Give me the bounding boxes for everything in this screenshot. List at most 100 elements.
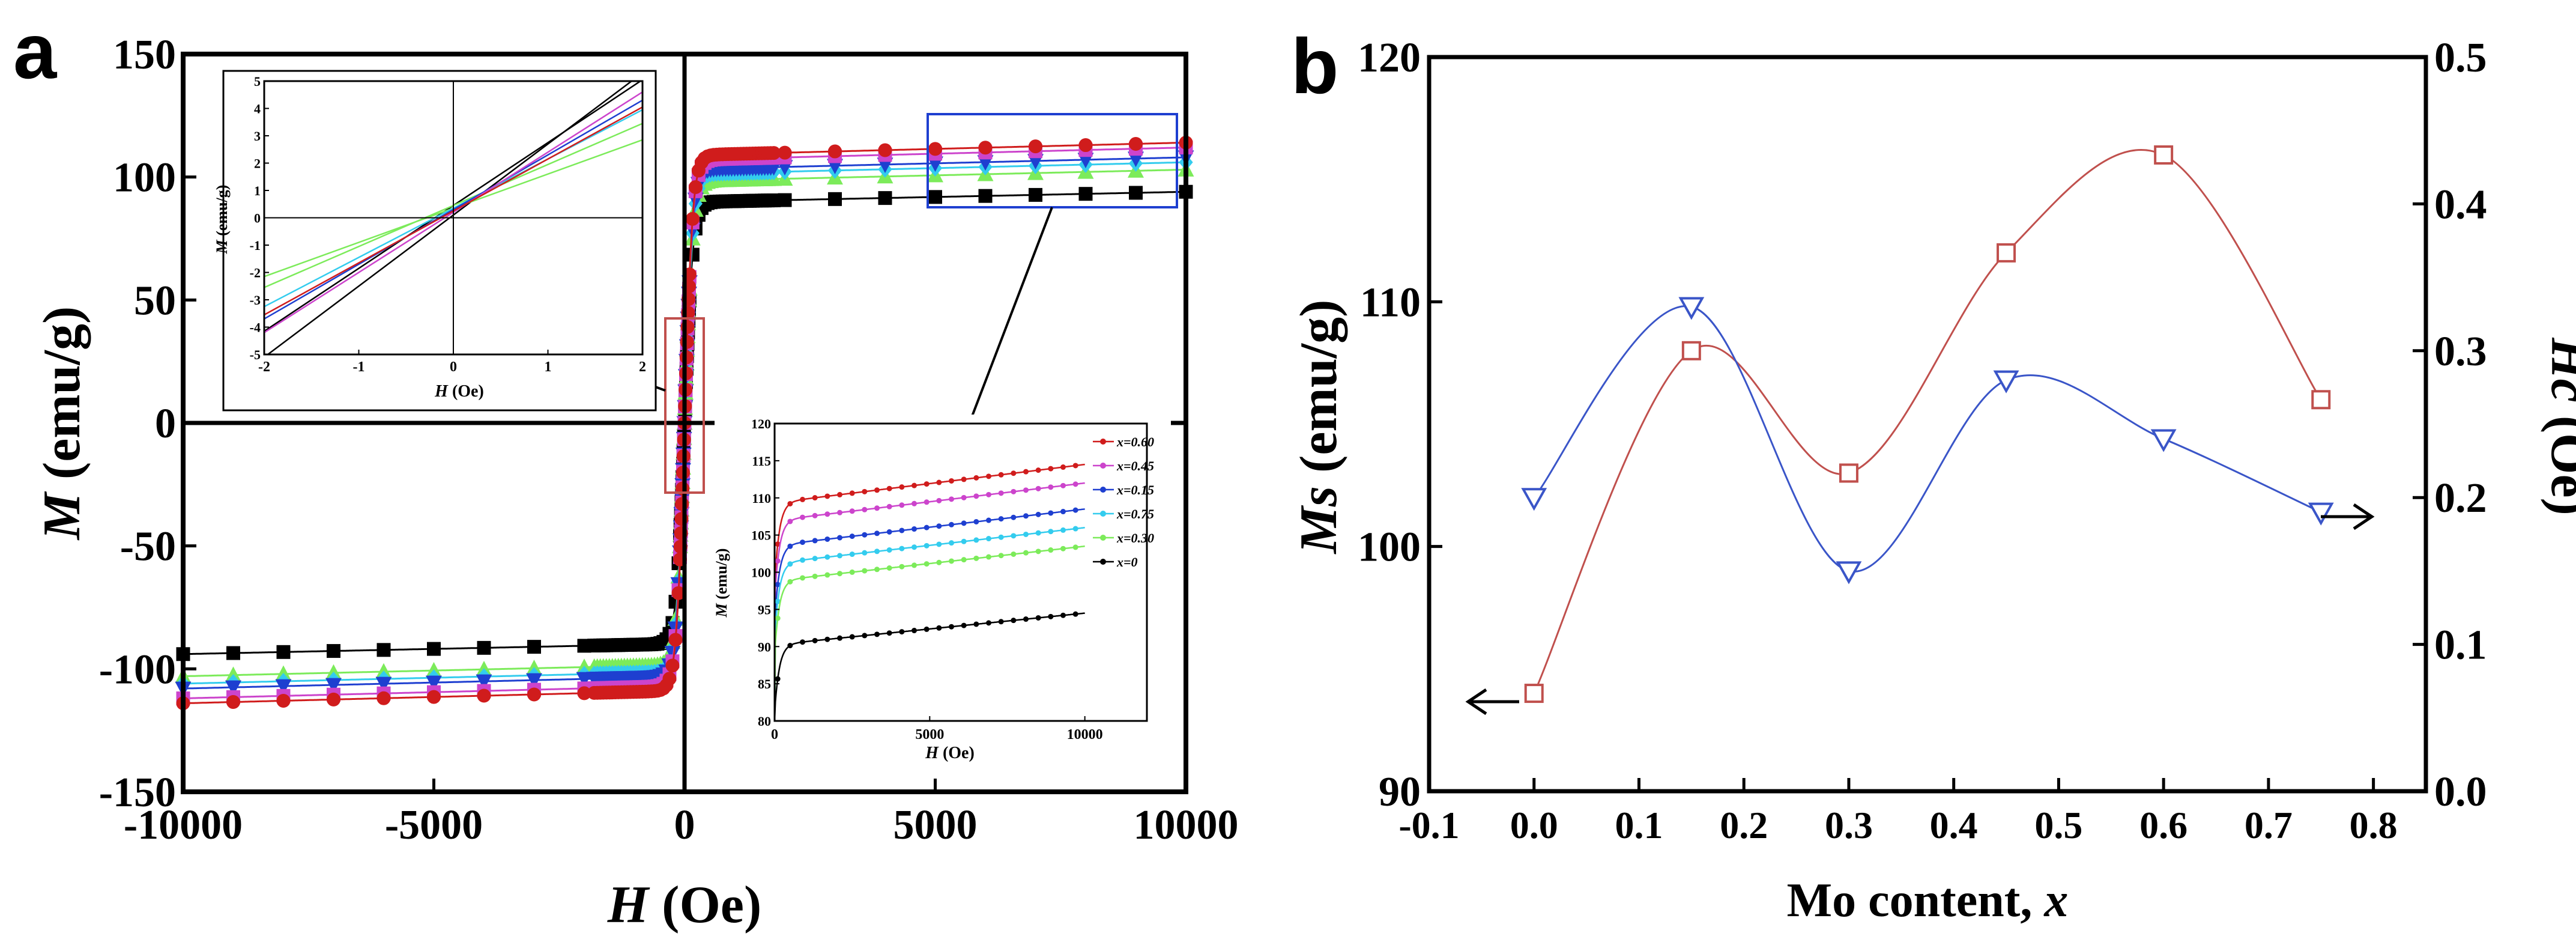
inset-high-point	[1011, 533, 1017, 539]
inset-high-series: x=0.60 x=0.45 x=0.15 x=0.75 x=0.30 x=0	[775, 434, 1154, 721]
a-main-point	[1029, 187, 1042, 202]
inset-low-ticks: -2 -1 0 1 2 -5 -4 -3 -2 -1 0 1 2 3 4 5	[250, 74, 646, 375]
inset-high-point	[886, 547, 892, 553]
chart-a-inset-low: -2 -1 0 1 2 -5 -4 -3 -2 -1 0 1 2 3 4 5 H (Oe) M (emu/g)	[213, 70, 657, 412]
b-ytick-right-label: 0.5	[2434, 35, 2487, 81]
inset-high-point	[800, 639, 805, 645]
inset-high-point	[874, 505, 880, 511]
inset-high-point	[775, 582, 781, 588]
inset-high-point	[899, 564, 905, 570]
a-main-ylabel: M (emu/g)	[33, 306, 91, 541]
inset-high-xtick-label: 5000	[915, 727, 944, 743]
inset-high-point	[775, 615, 781, 621]
a-main-point	[1129, 136, 1143, 151]
inset-high-legend-label: x=0.45	[1116, 458, 1154, 473]
inset-high-point	[986, 620, 991, 626]
inset-high-point	[812, 573, 818, 579]
b-xtick-label: 0.8	[2350, 804, 2398, 846]
inset-high-ytick-label: 90	[758, 639, 771, 654]
inset-high-point	[1035, 530, 1041, 536]
a-main-point	[226, 695, 240, 710]
inset-high-point	[924, 499, 930, 505]
a-main-series-group	[175, 135, 1194, 711]
b-ytick-right-label: 0.4	[2434, 181, 2487, 228]
inset-high-point	[775, 676, 781, 682]
inset-low-ytick-label: -5	[250, 347, 261, 362]
inset-high-point	[862, 488, 868, 494]
b-ms-point	[1681, 341, 1701, 360]
inset-high-point	[1035, 615, 1041, 621]
inset-high-point	[949, 496, 954, 502]
inset-high-point	[949, 521, 954, 527]
b-xlabel: Mo content, x	[1787, 874, 2069, 927]
inset-high-point	[1035, 485, 1041, 491]
a-main-point	[928, 142, 942, 156]
inset-high-legend-marker	[1100, 439, 1106, 445]
b-ms-point	[2154, 145, 2174, 165]
inset-high-point	[837, 491, 842, 497]
a-main-point	[375, 676, 392, 693]
inset-high-point	[787, 543, 793, 549]
b-ytick-right-label: 0.1	[2434, 622, 2487, 669]
b-series-curve	[1533, 149, 2322, 694]
b-ms-point	[1839, 463, 1858, 483]
inset-high-point	[862, 532, 868, 538]
inset-high-point	[812, 495, 818, 501]
a-main-point	[688, 180, 703, 195]
a-main-point	[1029, 139, 1042, 154]
inset-high-point	[1072, 463, 1078, 469]
a-main-point	[978, 189, 993, 203]
inset-high-legend-marker	[1100, 511, 1106, 517]
inset-high-point	[874, 631, 880, 637]
b-ylabel-left: Ms (emu/g)	[1290, 300, 1348, 555]
b-ytick-right-label: 0.0	[2434, 769, 2487, 815]
inset-high-point	[849, 569, 855, 575]
inset-high-point	[837, 553, 842, 559]
inset-low-xlabel: H (Oe)	[434, 382, 484, 401]
a-main-point	[778, 145, 792, 160]
inset-high-point	[1048, 613, 1054, 619]
inset-high-point	[824, 511, 830, 517]
inset-high-point	[800, 514, 805, 520]
inset-high-point	[998, 516, 1004, 522]
a-main-point	[275, 679, 292, 695]
b-ylabel-right: Hc (Oe)	[2540, 337, 2576, 515]
inset-high-point	[775, 558, 781, 564]
inset-high-point	[1048, 510, 1054, 516]
inset-high-point	[961, 557, 967, 563]
b-hc-point	[2150, 429, 2177, 452]
inset-high-legend-marker	[1100, 487, 1106, 493]
a-main-point	[225, 680, 241, 696]
inset-high-point	[1035, 511, 1041, 517]
inset-high-legend-label: x=0.30	[1116, 530, 1154, 545]
inset-high-point	[800, 496, 805, 502]
inset-high-point	[936, 497, 942, 503]
a-main-point	[878, 143, 892, 157]
inset-high-point	[986, 536, 991, 542]
inset-high-legend-label: x=0.75	[1116, 506, 1154, 521]
inset-low-xtick-label: 0	[450, 359, 457, 375]
inset-high-ytick-label: 95	[758, 602, 771, 617]
inset-high-ytick-label: 80	[758, 714, 771, 729]
a-main-point	[327, 692, 340, 707]
inset-high-point	[849, 634, 855, 640]
b-xtick-label: 0.2	[1720, 804, 1768, 846]
inset-high-curve-set	[775, 463, 1085, 721]
inset-high-point	[1011, 488, 1017, 494]
inset-high-point	[1011, 470, 1017, 476]
inset-high-point	[775, 598, 781, 604]
inset-high-point	[912, 628, 917, 634]
b-ytick-left-label: 90	[1379, 769, 1421, 815]
inset-high-point	[961, 622, 967, 628]
a-main-point	[664, 646, 681, 661]
a-main-point	[427, 690, 441, 704]
a-main-point	[1078, 138, 1093, 153]
a-main-point	[928, 190, 942, 204]
inset-high-point	[1072, 481, 1078, 487]
b-hc-point	[1993, 370, 2019, 394]
inset-low-ytick-label: -4	[250, 320, 261, 335]
inset-high-point	[1011, 618, 1017, 624]
a-main-ytick-label: -150	[99, 770, 176, 816]
inset-high-point	[1023, 616, 1029, 622]
inset-high-point	[961, 494, 967, 500]
